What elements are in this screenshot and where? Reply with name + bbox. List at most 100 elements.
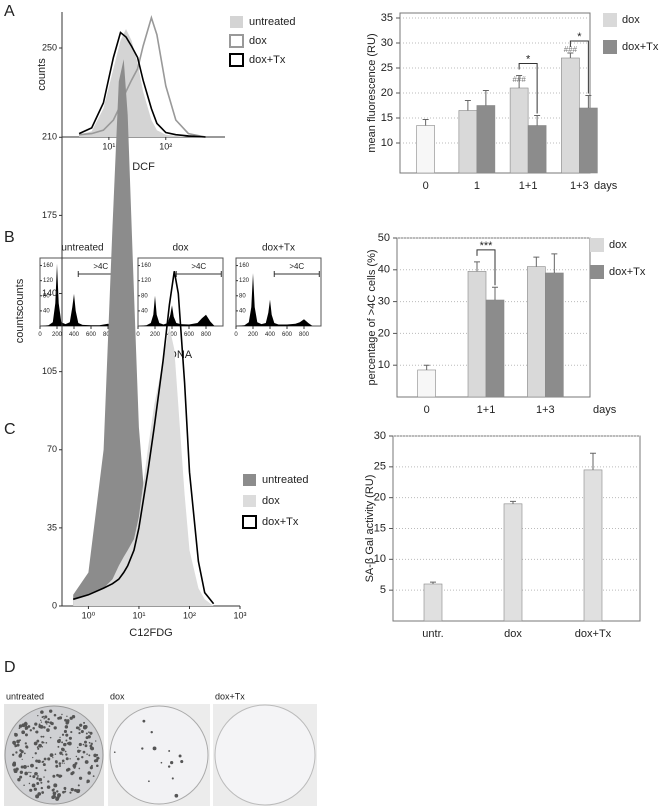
colony xyxy=(178,754,182,758)
colony xyxy=(142,719,146,723)
x-tick-label: 600 xyxy=(184,332,195,338)
y-tick-label: 105 xyxy=(42,366,57,376)
bar xyxy=(527,125,547,174)
colony xyxy=(25,724,28,727)
error-bar xyxy=(422,119,429,126)
y-tick-label: 120 xyxy=(239,278,250,284)
gate-label: >4C xyxy=(93,262,108,271)
legend-swatch xyxy=(590,238,604,252)
colony xyxy=(64,790,67,793)
colony xyxy=(41,791,45,794)
area xyxy=(138,295,215,326)
colony xyxy=(46,728,50,732)
error-bar xyxy=(474,261,480,272)
colony xyxy=(65,733,69,737)
colony xyxy=(43,726,46,729)
significance-bracket xyxy=(569,40,589,94)
colony xyxy=(38,777,43,782)
error-bar xyxy=(533,256,540,267)
colony xyxy=(78,731,81,735)
colony xyxy=(88,731,90,734)
colony xyxy=(36,777,39,780)
error-bar xyxy=(585,95,592,108)
colony xyxy=(23,784,25,787)
y-tick-label: 40 xyxy=(43,308,50,314)
colony xyxy=(20,765,24,769)
colony xyxy=(37,759,41,764)
colony xyxy=(32,756,34,759)
colony xyxy=(53,726,57,730)
x-tick-label: 0 xyxy=(38,332,42,338)
colony xyxy=(51,754,54,757)
colony xyxy=(47,780,50,783)
legend-label: dox xyxy=(622,14,640,26)
line xyxy=(72,271,215,605)
colony xyxy=(14,732,17,735)
colony xyxy=(49,709,53,713)
colony xyxy=(170,761,174,765)
x-tick-label: 200 xyxy=(52,332,63,338)
colony xyxy=(70,787,74,792)
y-tick-label: 160 xyxy=(141,263,152,269)
colony xyxy=(15,751,18,754)
colony xyxy=(19,752,23,756)
colony xyxy=(37,747,40,750)
colony xyxy=(95,758,99,763)
colony xyxy=(30,771,32,774)
x-tick-label: 0 xyxy=(423,180,429,192)
colony xyxy=(61,748,65,752)
area xyxy=(73,59,214,606)
colony xyxy=(81,756,84,759)
error-bar xyxy=(534,115,541,126)
bar xyxy=(509,87,529,174)
legend-swatch xyxy=(603,40,617,54)
colony xyxy=(75,726,79,730)
colony xyxy=(78,726,80,729)
panel-label: D xyxy=(4,659,16,676)
colony xyxy=(69,791,72,794)
legend-label: dox+Tx xyxy=(622,41,659,53)
bar xyxy=(485,299,505,398)
colony xyxy=(35,730,39,734)
colony xyxy=(87,735,91,739)
bar xyxy=(503,503,523,622)
colony xyxy=(167,765,171,768)
colony xyxy=(82,743,85,746)
area xyxy=(236,273,313,326)
colony xyxy=(45,741,48,744)
colony xyxy=(40,786,44,790)
y-tick-label: 10 xyxy=(378,359,390,371)
x-tick-label: 10¹ xyxy=(132,611,145,621)
y-tick-label: 140 xyxy=(42,288,57,298)
colony xyxy=(57,793,62,798)
colony xyxy=(90,764,93,767)
colony xyxy=(65,739,68,742)
x-tick-label: 1+3 xyxy=(536,404,555,416)
colony xyxy=(38,743,42,748)
colony xyxy=(18,727,21,730)
colony xyxy=(84,744,88,748)
line xyxy=(78,31,206,138)
colony xyxy=(12,762,17,767)
x-tick-label: 10³ xyxy=(233,611,246,621)
x-tick-label: dox+Tx xyxy=(575,628,612,640)
error-bar xyxy=(590,452,596,470)
colony xyxy=(87,771,91,775)
colony xyxy=(43,776,45,778)
y-tick-label: 0 xyxy=(52,600,57,610)
colony xyxy=(174,793,179,798)
significance-bracket xyxy=(476,249,496,286)
y-axis-label: mean fluorescence (RU) xyxy=(366,33,378,152)
colony xyxy=(43,757,47,761)
x-tick-label: 800 xyxy=(299,332,310,338)
colony xyxy=(65,757,69,761)
legend-label: untreated xyxy=(249,16,295,28)
colony xyxy=(17,777,21,782)
colony xyxy=(27,765,29,768)
colony xyxy=(57,739,61,744)
colony xyxy=(56,790,59,793)
colony xyxy=(36,782,40,785)
colony xyxy=(89,731,93,735)
colony xyxy=(72,763,77,768)
legend-swatch xyxy=(242,515,257,529)
